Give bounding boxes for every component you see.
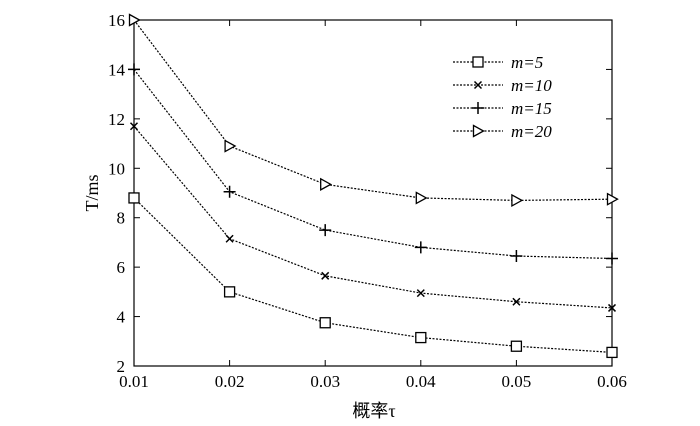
data-point xyxy=(319,317,331,329)
legend-marker xyxy=(473,80,483,90)
data-point xyxy=(606,252,618,265)
data-point xyxy=(320,177,333,191)
legend-entry: m=5 xyxy=(453,53,543,72)
data-point xyxy=(511,193,524,208)
data-point xyxy=(129,122,139,131)
series-square xyxy=(128,192,618,359)
data-point xyxy=(510,250,523,263)
y-tick-label: 12 xyxy=(108,110,125,129)
legend-label: m=15 xyxy=(511,99,552,118)
series-lines xyxy=(128,13,619,359)
legend-marker xyxy=(472,56,484,68)
y-tick-label: 14 xyxy=(108,60,126,79)
data-point xyxy=(223,185,236,198)
data-point xyxy=(224,139,237,153)
x-tick-label: 0.04 xyxy=(406,372,436,391)
x-tick-label: 0.05 xyxy=(502,372,532,391)
legend-label: m=20 xyxy=(511,122,552,141)
y-tick-label: 4 xyxy=(117,308,126,327)
data-point xyxy=(414,241,427,254)
y-tick-label: 16 xyxy=(108,11,125,30)
legend-entry: m=15 xyxy=(453,99,552,118)
x-tick-label: 0.03 xyxy=(310,372,340,391)
legend: m=5 m=10 m=15 m=20 xyxy=(453,53,552,141)
series-plus xyxy=(128,63,618,265)
series-line xyxy=(133,69,613,260)
data-point xyxy=(319,224,332,237)
data-point xyxy=(415,191,428,205)
y-tick-label: 6 xyxy=(117,258,126,277)
series-line xyxy=(133,19,613,202)
data-point xyxy=(128,13,141,27)
x-tick-label: 0.02 xyxy=(215,372,245,391)
data-point xyxy=(225,234,234,243)
legend-entry: m=10 xyxy=(453,76,552,95)
x-tick-label: 0.06 xyxy=(597,372,627,391)
y-axis-label: T/ms xyxy=(82,174,102,211)
data-point xyxy=(223,286,236,298)
data-point xyxy=(416,289,425,298)
data-point xyxy=(321,271,330,280)
x-axis-label: 概率τ xyxy=(352,401,395,421)
data-point xyxy=(512,297,521,306)
data-point xyxy=(128,63,140,76)
series-triangle-right xyxy=(128,13,619,208)
y-tick-label: 8 xyxy=(117,209,126,228)
data-point xyxy=(510,340,523,352)
series-line xyxy=(133,197,613,354)
y-axis-label-text: T/ms xyxy=(82,174,102,211)
legend-entry: m=20 xyxy=(453,122,552,141)
y-tick-label: 10 xyxy=(108,159,125,178)
data-point xyxy=(415,331,427,344)
series-x xyxy=(129,122,617,312)
data-point xyxy=(606,346,618,359)
y-tick-label: 2 xyxy=(117,357,126,376)
legend-label: m=5 xyxy=(511,53,543,72)
legend-label: m=10 xyxy=(511,76,552,95)
x-tick-label: 0.01 xyxy=(119,372,149,391)
legend-marker xyxy=(472,124,485,138)
data-point xyxy=(607,303,617,312)
data-point xyxy=(128,192,140,204)
series-line xyxy=(133,125,613,309)
axes: 0.01 0.02 0.03 0.04 0.05 0.06 2 4 6 8 10 12 14 16 xyxy=(108,11,627,391)
data-point xyxy=(606,192,619,206)
legend-marker xyxy=(472,102,484,114)
